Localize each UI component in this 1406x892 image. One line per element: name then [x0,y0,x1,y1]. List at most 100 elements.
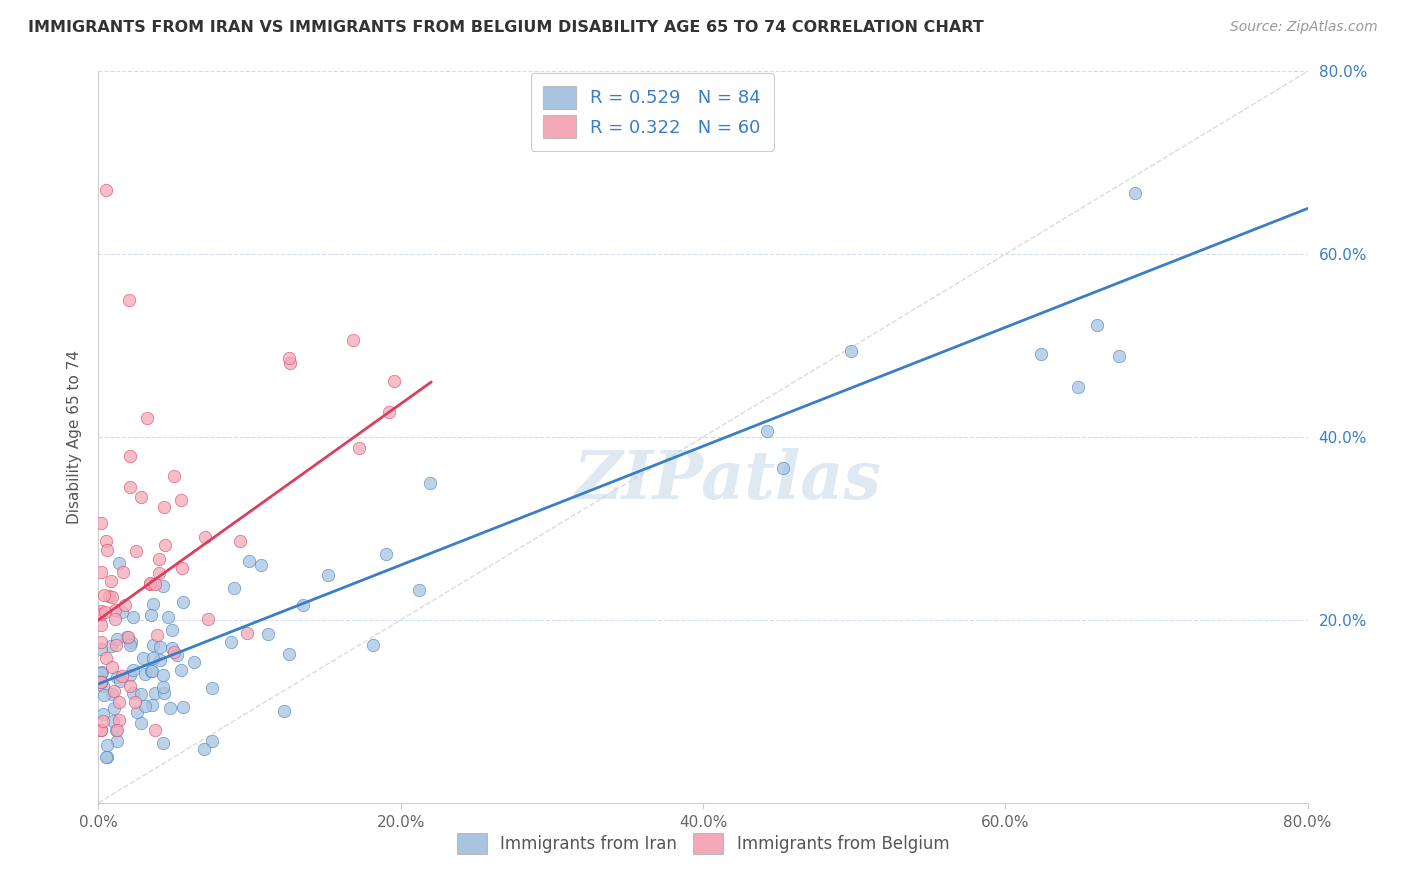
Point [122,610,145,624]
Point [139,577,162,591]
Point [408,582,430,597]
Point [101,687,124,701]
Point [93,689,115,703]
Point [108,674,131,689]
Point [139,665,162,679]
Point [120,679,142,693]
Point [139,576,162,591]
Point [91,706,114,721]
Point [250,558,273,572]
Point [101,590,124,604]
Point [236,626,259,640]
Point [90,604,112,618]
Point [90,617,112,632]
Point [115,630,138,644]
Point [96,738,118,752]
Point [120,634,142,648]
Point [159,701,181,715]
Point [1067,380,1090,394]
Point [238,554,260,568]
Text: ZIPatlas: ZIPatlas [574,449,882,514]
Point [104,603,127,617]
Point [96,543,118,558]
Point [152,668,174,682]
Point [90,607,112,621]
Point [170,664,193,678]
Point [111,565,134,579]
Point [108,694,131,708]
Point [172,700,194,714]
Point [129,490,152,504]
Point [105,632,128,646]
Point [136,411,159,425]
Y-axis label: Disability Age 65 to 74: Disability Age 65 to 74 [67,350,83,524]
Point [111,605,134,619]
Point [94,605,117,619]
Point [114,599,136,613]
Point [105,723,128,737]
Point [90,642,112,657]
Point [120,668,142,682]
Point [142,638,165,652]
Point [141,597,163,611]
Point [134,698,156,713]
Point [172,595,194,609]
Point [90,673,112,688]
Point [94,183,117,197]
Point [219,635,242,649]
Point [96,750,118,764]
Point [93,588,115,602]
Point [148,551,170,566]
Point [257,627,280,641]
Point [169,493,191,508]
Point [103,700,125,714]
Point [90,723,112,737]
Point [100,574,122,589]
Point [201,734,224,748]
Point [342,333,364,347]
Point [90,516,112,530]
Point [163,645,186,659]
Point [120,481,142,495]
Point [349,441,371,455]
Point [100,639,122,653]
Point [134,667,156,681]
Point [141,664,163,678]
Point [183,655,205,669]
Point [132,651,155,665]
Point [222,581,245,595]
Legend: Immigrants from Iran, Immigrants from Belgium: Immigrants from Iran, Immigrants from Be… [450,827,956,860]
Point [129,688,152,702]
Point [100,659,122,673]
Point [162,641,184,656]
Point [277,351,299,366]
Point [156,610,179,624]
Point [166,648,188,663]
Point [170,561,193,575]
Point [101,714,124,728]
Point [96,651,118,665]
Point [105,723,128,737]
Point [111,669,134,683]
Point [91,679,114,693]
Point [117,630,139,644]
Point [152,579,174,593]
Point [143,723,166,737]
Point [104,612,127,626]
Point [148,566,170,580]
Point [97,590,120,604]
Point [291,598,314,612]
Point [94,750,117,764]
Point [124,696,146,710]
Point [129,716,152,731]
Point [149,653,172,667]
Point [141,698,163,712]
Point [374,547,396,561]
Point [419,475,441,490]
Point [121,686,143,700]
Point [142,651,165,665]
Point [118,639,141,653]
Point [108,713,131,727]
Point [382,375,405,389]
Point [163,469,186,483]
